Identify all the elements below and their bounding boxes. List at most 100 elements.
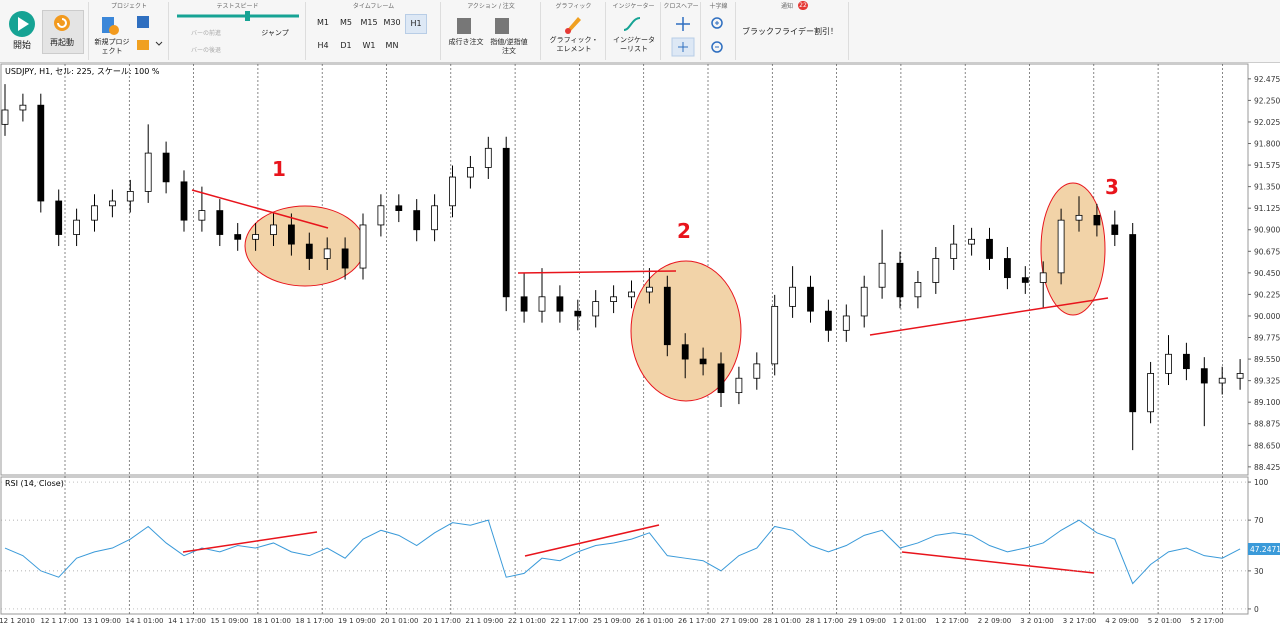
new-project-button[interactable]: 新規プロジェクト	[94, 38, 130, 55]
y-tick-label: 100	[1254, 478, 1269, 487]
x-tick-label: 19 1 09:00	[338, 617, 376, 625]
timeframe-button[interactable]: M30	[383, 18, 401, 27]
separator	[700, 2, 701, 60]
zoom-icons[interactable]	[710, 16, 726, 56]
candle-body	[234, 234, 242, 240]
toolbar: 開始 再起動 プロジェクト 新規プロジェクト テストスピード バーの前進 バーの…	[0, 0, 1280, 63]
candle-body	[1200, 368, 1208, 384]
x-tick-label: 28 1 17:00	[806, 617, 844, 625]
x-tick-label: 29 1 09:00	[848, 617, 886, 625]
candle-body	[37, 104, 45, 202]
price-pane-title: USDJPY, H1, セル: 225, スケール: 100 %	[5, 67, 160, 76]
indicator-list-button[interactable]: インジケーターリスト	[613, 36, 655, 53]
jump-button[interactable]: ジャンプ	[261, 29, 289, 37]
candle-body	[896, 262, 904, 298]
x-tick-label: 18 1 17:00	[296, 617, 334, 625]
candle-body	[180, 181, 188, 221]
x-tick-label: 13 1 09:00	[83, 617, 121, 625]
market-order-button[interactable]: 成行き注文	[448, 38, 484, 46]
speed-slider[interactable]	[175, 10, 303, 22]
y-tick-label: 88.425	[1254, 463, 1280, 472]
x-tick-label: 20 1 01:00	[381, 617, 419, 625]
group-title: テストスピード	[216, 3, 259, 10]
separator	[440, 2, 441, 60]
new-project-icon	[102, 17, 119, 35]
y-tick-label: 92.025	[1254, 118, 1280, 127]
candle-body	[520, 296, 528, 312]
timeframe-button[interactable]: H4	[317, 41, 329, 50]
candle-body	[449, 176, 456, 207]
candle-body	[270, 224, 277, 235]
rsi-line	[4, 519, 1241, 585]
x-tick-label: 26 1 17:00	[678, 617, 716, 625]
x-tick-label: 22 1 01:00	[508, 617, 546, 625]
group-title: アクション / 注文	[467, 3, 515, 10]
candle-body	[216, 210, 224, 235]
pending-order-button[interactable]: 指値/逆指値注文	[490, 38, 528, 55]
timeframe-button[interactable]: MN	[385, 41, 399, 50]
candle-body	[91, 205, 98, 221]
start-button[interactable]: 開始	[12, 41, 31, 51]
restart-button[interactable]	[42, 10, 84, 54]
y-tick-label: 90.450	[1254, 269, 1280, 278]
candle-body	[842, 315, 850, 331]
candle-body	[556, 296, 564, 312]
timeframe-button[interactable]: M15	[360, 18, 378, 27]
candle-body	[1147, 373, 1154, 413]
timeframe-button[interactable]: D1	[340, 41, 352, 50]
candle-body	[1236, 373, 1244, 379]
y-tick-label: 0	[1254, 605, 1259, 614]
x-tick-label: 27 1 09:00	[721, 617, 759, 625]
graphics-button[interactable]: グラフィック・エレメント	[549, 36, 599, 53]
restart-label: 再起動	[50, 38, 74, 47]
x-tick-label: 12 1 2010	[0, 617, 35, 625]
candle-body	[878, 262, 886, 288]
candle-body	[986, 238, 993, 259]
indicator-icon	[623, 17, 641, 31]
y-tick-label: 91.350	[1254, 183, 1280, 192]
group-title: グラフィック	[555, 3, 592, 10]
group-title: タイムフレーム	[352, 3, 395, 10]
group-title: プロジェクト	[110, 3, 147, 10]
trend-line	[517, 270, 677, 274]
trend-line	[524, 524, 660, 557]
group-title: クロスヘアー	[663, 3, 699, 10]
candle-body	[1039, 272, 1047, 283]
highlight-ellipse	[244, 205, 366, 287]
timeframe-button[interactable]: W1	[362, 41, 376, 50]
y-tick-label: 88.875	[1254, 420, 1280, 429]
candle-body	[305, 243, 313, 259]
x-tick-label: 4 2 09:00	[1105, 617, 1139, 625]
graphics-icon	[565, 17, 581, 34]
restart-icon	[54, 15, 70, 31]
y-tick-label: 88.650	[1254, 441, 1280, 450]
step-back[interactable]: バーの後退	[190, 47, 221, 54]
timeframe-button[interactable]: M1	[317, 18, 329, 27]
timeframe-button[interactable]: H1	[405, 14, 427, 34]
y-tick-label: 92.475	[1254, 75, 1280, 84]
save-icons	[137, 16, 163, 50]
step-forward[interactable]: バーの前進	[190, 30, 221, 37]
separator	[605, 2, 606, 60]
separator	[540, 2, 541, 60]
candle-body	[109, 200, 116, 207]
candle-body	[198, 210, 206, 221]
x-tick-label: 1 2 01:00	[893, 617, 927, 625]
candle-body	[1183, 353, 1190, 370]
candle-body	[484, 147, 492, 168]
candle-body	[914, 282, 922, 298]
y-tick-label: 30	[1254, 567, 1264, 576]
notification-message[interactable]: ブラックフライデー割引！	[742, 27, 838, 36]
candle-body	[413, 210, 421, 231]
separator	[168, 2, 169, 60]
separator	[88, 2, 89, 60]
x-tick-label: 2 2 09:00	[978, 617, 1012, 625]
timeframe-button[interactable]: M5	[340, 18, 352, 27]
x-tick-label: 25 1 09:00	[593, 617, 631, 625]
candle-body	[807, 286, 814, 312]
x-tick-label: 1 2 17:00	[935, 617, 969, 625]
candle-body	[628, 291, 635, 298]
crosshair-icons[interactable]	[671, 14, 695, 58]
candle-body	[323, 248, 331, 259]
